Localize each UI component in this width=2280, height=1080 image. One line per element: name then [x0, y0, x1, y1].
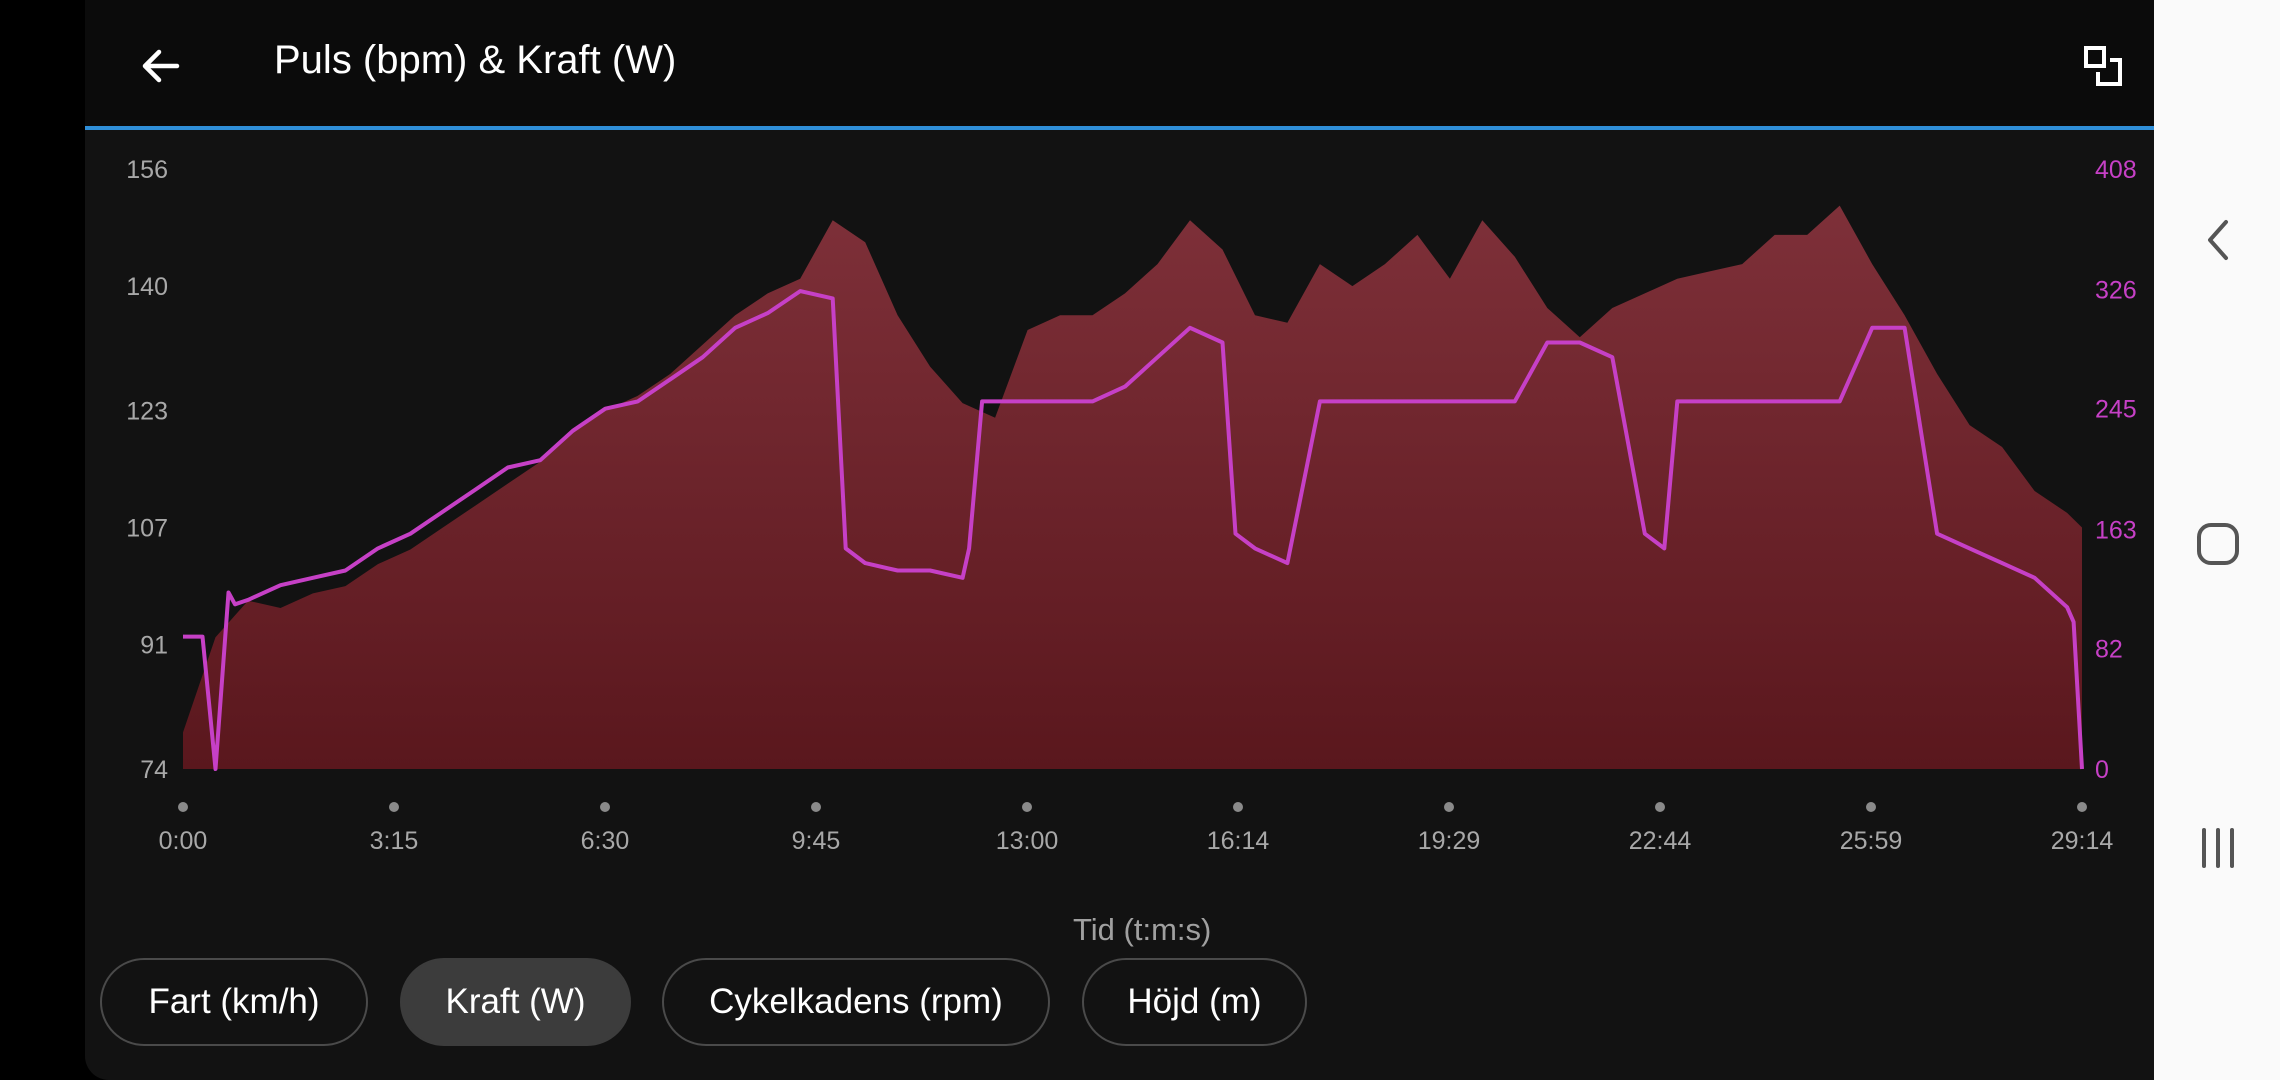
- page-title: Puls (bpm) & Kraft (W): [274, 38, 677, 82]
- metric-button-2[interactable]: Cykelkadens (rpm): [662, 958, 1050, 1046]
- x-tick-dot: [2077, 802, 2087, 812]
- y-left-tick-label: 156: [126, 156, 168, 184]
- x-tick-dot: [600, 802, 610, 812]
- x-tick-label: 6:30: [581, 827, 630, 855]
- metric-button-1[interactable]: Kraft (W): [400, 958, 631, 1046]
- x-tick-label: 13:00: [996, 827, 1059, 855]
- metric-button-3[interactable]: Höjd (m): [1082, 958, 1307, 1046]
- x-tick-dot: [1233, 802, 1243, 812]
- heart-rate-area: [183, 205, 2082, 770]
- y-right-tick-label: 408: [2095, 156, 2137, 184]
- nav-recents-icon: [2202, 828, 2234, 868]
- top-app-bar: Puls (bpm) & Kraft (W): [85, 0, 2154, 127]
- y-right-tick-label: 82: [2095, 635, 2123, 663]
- x-tick-dot: [1655, 802, 1665, 812]
- fullscreen-toggle-button[interactable]: [2068, 30, 2140, 102]
- metric-button-0[interactable]: Fart (km/h): [100, 958, 368, 1046]
- x-tick-label: 29:14: [2051, 827, 2114, 855]
- power-line: [183, 289, 2084, 771]
- x-tick-label: 19:29: [1418, 827, 1481, 855]
- nav-home-button[interactable]: [2190, 516, 2246, 572]
- back-button[interactable]: [125, 30, 197, 102]
- nav-recents-button[interactable]: [2190, 820, 2246, 876]
- x-tick-dot: [1866, 802, 1876, 812]
- x-tick-dot: [389, 802, 399, 812]
- x-tick-label: 3:15: [370, 827, 419, 855]
- y-left-tick-label: 107: [126, 515, 168, 543]
- x-tick-dot: [1444, 802, 1454, 812]
- x-tick-label: 0:00: [159, 827, 208, 855]
- y-left-tick-label: 74: [140, 756, 168, 784]
- back-arrow-icon: [142, 49, 180, 83]
- x-axis-title: Tid (t:m:s): [1073, 912, 1212, 947]
- y-left-tick-label: 91: [140, 632, 168, 660]
- x-tick-label: 25:59: [1840, 827, 1903, 855]
- nav-home-icon: [2197, 523, 2239, 565]
- y-right-tick-label: 245: [2095, 396, 2137, 424]
- nav-back-icon: [2208, 220, 2228, 260]
- x-tick-label: 16:14: [1207, 827, 1270, 855]
- x-tick-label: 9:45: [792, 827, 841, 855]
- y-left-tick-label: 140: [126, 273, 168, 301]
- system-navigation-bar: [2154, 0, 2280, 1080]
- x-tick-dot: [1022, 802, 1032, 812]
- y-right-tick-label: 163: [2095, 516, 2137, 544]
- nav-back-button[interactable]: [2190, 212, 2246, 268]
- x-tick-dot: [811, 802, 821, 812]
- y-left-tick-label: 123: [126, 398, 168, 426]
- exit-fullscreen-icon: [2084, 46, 2122, 86]
- y-right-tick-label: 0: [2095, 756, 2109, 784]
- x-tick-label: 22:44: [1629, 827, 1692, 855]
- header-divider: [85, 126, 2154, 130]
- y-right-tick-label: 326: [2095, 277, 2137, 305]
- x-tick-dot: [178, 802, 188, 812]
